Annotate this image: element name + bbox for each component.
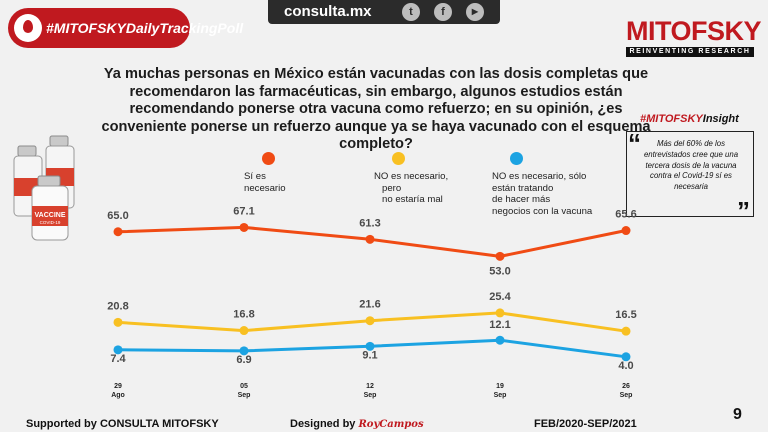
- page-number: 9: [733, 406, 742, 423]
- legend-label: Sí es necesario: [244, 171, 286, 194]
- footer-supported: Supported by CONSULTA MITOFSKY: [26, 418, 219, 430]
- facebook-icon[interactable]: f: [434, 3, 452, 21]
- legend-label-line: están tratando: [492, 182, 554, 194]
- hashtag-badge: #MITOFSKYDailyTrackingPoll: [8, 8, 243, 48]
- insight-title-prefix: #MITOFSKY: [640, 113, 703, 125]
- data-label: 65.6: [615, 209, 636, 221]
- data-label: 7.4: [110, 353, 126, 365]
- data-point: [113, 345, 123, 355]
- open-quote-icon: “: [628, 128, 641, 158]
- insight-title-suffix: Insight: [702, 113, 739, 125]
- data-label: 67.1: [233, 205, 254, 217]
- legend-label-line: negocios con la vacuna: [492, 205, 593, 217]
- site-link[interactable]: consulta.mx: [284, 3, 372, 20]
- x-tick-day: 12: [366, 383, 374, 390]
- x-tick-day: 05: [240, 383, 248, 390]
- top-bar: consulta.mx t f ▶: [268, 0, 500, 24]
- data-label: 16.8: [233, 309, 254, 321]
- mitofsky-logo: MITOFSKY REINVENTING RESEARCH: [626, 16, 762, 57]
- twitter-icon[interactable]: t: [402, 3, 420, 21]
- data-point: [621, 226, 631, 236]
- footer-designed-label: Designed by: [290, 418, 356, 430]
- insight-title: #MITOFSKYInsight: [640, 113, 739, 125]
- insight-text: Más del 60% de los entrevistados cree qu…: [643, 139, 739, 192]
- x-tick-day: 29: [114, 383, 122, 390]
- data-label: 12.1: [489, 319, 510, 331]
- survey-question: Ya muchas personas en México están vacun…: [101, 66, 651, 152]
- legend-label: NO es necesario, pero no estaría mal: [374, 171, 448, 206]
- data-point: [365, 316, 375, 326]
- location-pin-icon: [14, 14, 42, 42]
- close-quote-icon: ”: [737, 196, 750, 226]
- vaccine-vials-icon: VACCINE COVID-19: [13, 135, 75, 241]
- data-point: [621, 326, 631, 336]
- x-tick-month: Sep: [620, 392, 633, 399]
- data-point: [621, 352, 631, 362]
- legend-swatch: [510, 152, 523, 165]
- x-tick-month: Sep: [238, 392, 251, 399]
- data-point: [113, 227, 123, 237]
- legend-label-line: pero: [382, 182, 402, 194]
- data-label: 65.0: [107, 210, 128, 222]
- data-point: [239, 326, 249, 336]
- footer-designed: Designed by RoyCampos: [290, 418, 424, 430]
- data-point: [365, 341, 375, 351]
- data-label: 20.8: [107, 300, 128, 312]
- legend-label-line: necesario: [244, 182, 286, 194]
- data-label: 6.9: [236, 354, 251, 366]
- footer-period: FEB/2020-SEP/2021: [534, 418, 637, 430]
- x-tick-day: 19: [496, 383, 504, 390]
- designer-signature: RoyCampos: [358, 419, 424, 430]
- youtube-icon[interactable]: ▶: [466, 3, 484, 21]
- data-point: [365, 234, 375, 244]
- data-label: 16.5: [615, 309, 636, 321]
- legend-label-line: Sí es: [244, 171, 266, 182]
- data-point: [239, 346, 249, 356]
- insight-box: [626, 131, 754, 217]
- legend-label-line: NO es necesario,: [374, 171, 449, 182]
- legend-label-line: de hacer más: [492, 194, 551, 205]
- hashtag-text: #MITOFSKYDailyTrackingPoll: [46, 20, 244, 36]
- legend-swatch: [392, 152, 405, 165]
- data-label: 21.6: [359, 299, 380, 311]
- legend-label: NO es necesario, sólo están tratando de ha…: [492, 171, 592, 217]
- legend-label-line: no estaría mal: [382, 194, 443, 205]
- data-point: [495, 308, 505, 318]
- vial-label: VACCINE: [35, 212, 66, 219]
- data-point: [495, 251, 505, 261]
- x-tick-month: Sep: [494, 392, 507, 399]
- data-label: 25.4: [489, 291, 511, 303]
- logo-name: MITOFSKY: [626, 16, 762, 46]
- data-label: 53.0: [489, 265, 510, 277]
- vial-sublabel: COVID-19: [40, 220, 61, 225]
- x-tick-month: Ago: [111, 392, 125, 399]
- data-label: 4.0: [618, 360, 633, 372]
- legend-label-line: NO es necesario, sólo: [492, 171, 587, 182]
- data-label: 9.1: [362, 349, 377, 361]
- legend-swatch: [262, 152, 275, 165]
- data-point: [495, 335, 505, 345]
- x-tick-day: 26: [622, 383, 630, 390]
- data-label: 61.3: [359, 217, 380, 229]
- x-tick-month: Sep: [364, 392, 377, 399]
- data-point: [239, 222, 249, 232]
- data-point: [113, 317, 123, 327]
- logo-tagline: REINVENTING RESEARCH: [626, 47, 754, 57]
